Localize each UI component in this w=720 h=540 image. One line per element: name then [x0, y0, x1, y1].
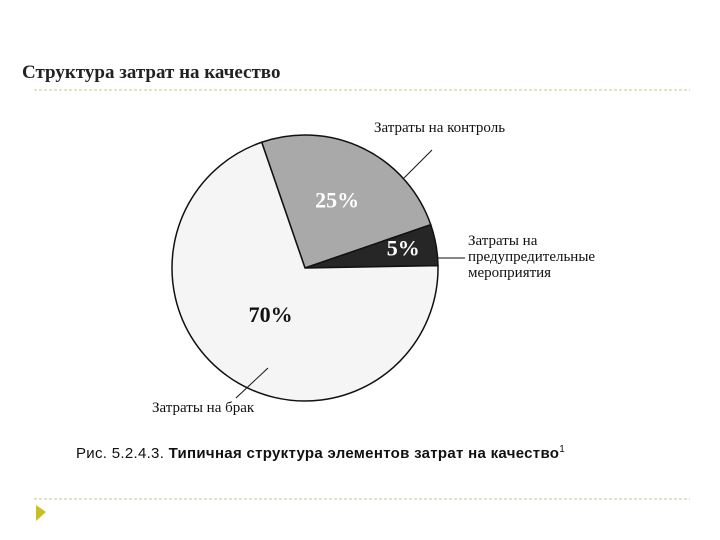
pie-slice [171, 141, 439, 402]
slide-title: Структура затрат на качество [22, 62, 281, 83]
category-label: Затраты на брак [152, 400, 255, 416]
leader-line [403, 149, 433, 179]
category-label: Затраты на предупредительные мероприятия [468, 233, 596, 281]
value-label: 70% [249, 302, 293, 327]
leader-line [235, 367, 269, 399]
footnote: 1 [559, 444, 566, 455]
caption: Рис. 5.2.4.3. Типичная структура элемент… [76, 444, 565, 462]
bullet [36, 505, 46, 521]
caption-text: Типичная структура элементов затрат на к… [168, 445, 560, 462]
caption-number: Рис. 5.2.4.3. [76, 445, 165, 462]
value-label: 5% [387, 236, 420, 261]
pie-slice [260, 134, 432, 269]
value-label: 25% [315, 187, 359, 212]
category-label: Затраты на контроль [374, 120, 506, 136]
